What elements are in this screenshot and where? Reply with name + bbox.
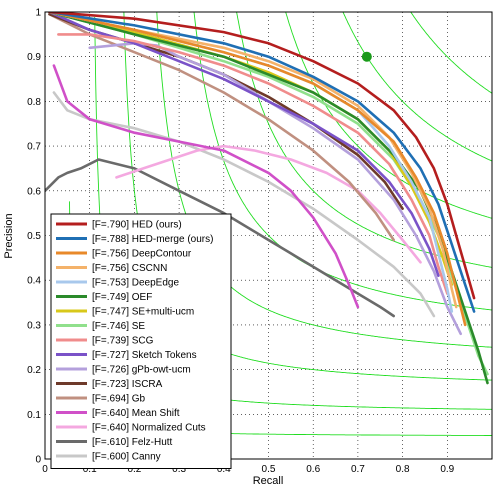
y-tick-label: 0.1 bbox=[27, 410, 41, 421]
series-line bbox=[52, 64, 360, 309]
legend-label: [F=.790] HED (ours) bbox=[92, 220, 182, 231]
y-tick-labels: 0 0.1 0.2 0.3 0.4 0.5 0.6 0.7 0.8 0.9 1 bbox=[27, 8, 41, 466]
y-tick-label: 0.7 bbox=[27, 142, 41, 153]
x-tick-label: 0 bbox=[42, 464, 48, 475]
y-tick-label: 0.2 bbox=[27, 365, 41, 376]
x-tick-label: 0.2 bbox=[127, 464, 141, 475]
series-line bbox=[48, 12, 458, 309]
y-tick-label: 1 bbox=[35, 8, 41, 19]
legend-label: [F=.746] SE bbox=[92, 321, 145, 332]
legend-label: [F=.749] OEF bbox=[92, 292, 152, 303]
human-point bbox=[361, 51, 372, 62]
y-tick-label: 0 bbox=[35, 455, 41, 466]
legend-label: [F=.610] Felz-Hutt bbox=[92, 437, 173, 448]
x-tick-label: 0.6 bbox=[306, 464, 320, 475]
human-point-layer bbox=[361, 51, 372, 62]
iso-f-curve bbox=[193, 12, 492, 311]
y-tick-label: 0.5 bbox=[27, 231, 41, 242]
legend: [F=.790] HED (ours) [F=.788] HED-merge (o… bbox=[50, 213, 232, 469]
iso-f-curve bbox=[342, 12, 492, 162]
legend-label: [F=.788] HED-merge (ours) bbox=[92, 234, 213, 245]
legend-label: [F=.747] SE+multi-ucm bbox=[92, 307, 194, 318]
x-tick-label: 0.8 bbox=[396, 464, 410, 475]
legend-label: [F=.694] Gb bbox=[92, 394, 146, 405]
x-tick-label: 0.4 bbox=[217, 464, 231, 475]
series-line bbox=[48, 12, 395, 242]
x-tick-label: 0.7 bbox=[351, 464, 365, 475]
y-tick-label: 0.9 bbox=[27, 52, 41, 63]
legend-label: [F=.640] Normalized Cuts bbox=[92, 423, 206, 434]
legend-label: [F=.727] Sketch Tokens bbox=[92, 350, 197, 361]
legend-label: [F=.756] DeepContour bbox=[92, 249, 192, 260]
series-line bbox=[57, 33, 449, 295]
x-tick-label: 0.3 bbox=[172, 464, 186, 475]
series-line bbox=[48, 12, 476, 300]
y-tick-label: 0.3 bbox=[27, 320, 41, 331]
legend-label: [F=.753] DeepEdge bbox=[92, 278, 179, 289]
y-tick-label: 0.4 bbox=[27, 276, 41, 287]
legend-label: [F=.739] SCG bbox=[92, 336, 154, 347]
x-axis-label: Recall bbox=[253, 475, 284, 487]
series-line bbox=[115, 144, 422, 264]
series-line bbox=[48, 12, 476, 313]
legend-label: [F=.756] CSCNN bbox=[92, 263, 167, 274]
x-tick-label: 0.9 bbox=[440, 464, 454, 475]
x-tick-label: 0.1 bbox=[83, 464, 97, 475]
plot-frame bbox=[44, 11, 493, 460]
legend-label: [F=.723] ISCRA bbox=[92, 379, 163, 390]
legend-label: [F=.600] Canny bbox=[92, 452, 161, 463]
legend-label: [F=.640] Mean Shift bbox=[92, 408, 180, 419]
iso-f-curve bbox=[285, 12, 492, 219]
y-tick-label: 0.6 bbox=[27, 186, 41, 197]
y-axis-label: Precision bbox=[3, 213, 15, 258]
series-line bbox=[48, 12, 467, 327]
y-tick-label: 0.8 bbox=[27, 97, 41, 108]
iso-f-curve bbox=[410, 12, 492, 94]
x-tick-label: 0.5 bbox=[262, 464, 276, 475]
series-lines bbox=[45, 12, 489, 385]
legend-label: [F=.726] gPb-owt-ucm bbox=[92, 365, 191, 376]
x-tick-labels: 0 0.1 0.2 0.3 0.4 0.5 0.6 0.7 0.8 0.9 bbox=[42, 464, 454, 475]
